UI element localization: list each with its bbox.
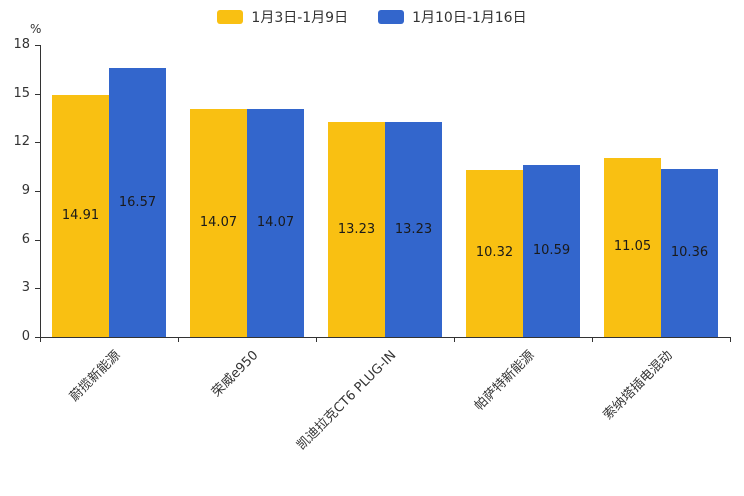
legend-swatch-week1 — [217, 10, 244, 24]
bar-value-label: 13.23 — [337, 221, 376, 237]
bar-value-label: 11.05 — [613, 239, 652, 255]
y-axis-tick — [35, 93, 40, 95]
x-axis-label: 索纳塔插电混动 — [600, 348, 676, 423]
bar-value-label: 14.91 — [61, 208, 100, 224]
y-axis-line — [40, 45, 41, 337]
legend-item-week2[interactable]: 1月10日-1月16日 — [378, 7, 527, 27]
bar-value-label: 10.32 — [475, 245, 514, 261]
y-axis-tick-label: 15 — [13, 85, 30, 101]
bar-value-label: 14.07 — [199, 214, 238, 230]
bar-value-label: 10.59 — [532, 243, 571, 259]
x-axis-label: 凯迪拉克CT6 PLUG-IN — [294, 348, 400, 454]
bar-value-label: 10.36 — [670, 244, 709, 260]
bar-series2[interactable] — [109, 68, 166, 337]
y-axis-tick — [35, 191, 40, 192]
y-axis-tick — [35, 142, 40, 144]
y-axis-unit: % — [30, 22, 42, 36]
legend: 1月3日-1月9日 1月10日-1月16日 — [0, 7, 744, 27]
bar-value-label: 13.23 — [394, 221, 433, 237]
y-axis-tick-label: 9 — [21, 183, 30, 198]
x-axis-label: 帕萨特新能源 — [471, 348, 538, 414]
y-axis-tick-label: 12 — [13, 134, 30, 150]
bar-series1[interactable] — [604, 157, 661, 337]
bar-series2[interactable] — [661, 168, 718, 337]
legend-item-week1[interactable]: 1月3日-1月9日 — [217, 7, 348, 27]
x-axis-tick — [454, 337, 455, 342]
x-axis-line — [40, 337, 730, 338]
bar-series2[interactable] — [247, 108, 304, 337]
legend-label-week2: 1月10日-1月16日 — [412, 10, 527, 26]
x-axis-label: 蔚揽新能源 — [67, 348, 124, 405]
x-axis-label: 荣威e950 — [209, 348, 262, 401]
bar-series1[interactable] — [466, 169, 523, 337]
y-axis-tick — [35, 239, 40, 241]
bar-series1[interactable] — [328, 122, 385, 337]
x-axis-tick — [40, 337, 41, 342]
legend-swatch-week2 — [378, 10, 405, 24]
x-axis-tick — [730, 337, 731, 342]
y-axis-tick-label: 3 — [21, 280, 30, 296]
x-axis-tick — [178, 337, 179, 342]
y-axis-tick — [35, 45, 40, 46]
y-axis-tick — [35, 337, 40, 338]
y-axis-tick-label: 0 — [21, 329, 30, 344]
legend-label-week1: 1月3日-1月9日 — [251, 10, 349, 26]
y-axis-tick-label: 18 — [13, 37, 30, 52]
y-axis-tick — [35, 288, 40, 290]
bar-series1[interactable] — [190, 108, 247, 337]
bar-series1[interactable] — [52, 95, 109, 337]
y-axis-tick-label: 6 — [21, 231, 30, 247]
x-axis-tick — [592, 337, 593, 342]
bar-value-label: 14.07 — [256, 214, 295, 230]
bar-value-label: 16.57 — [118, 194, 157, 210]
bar-series2[interactable] — [385, 122, 442, 337]
x-axis-tick — [316, 337, 317, 342]
bar-series2[interactable] — [523, 165, 580, 337]
